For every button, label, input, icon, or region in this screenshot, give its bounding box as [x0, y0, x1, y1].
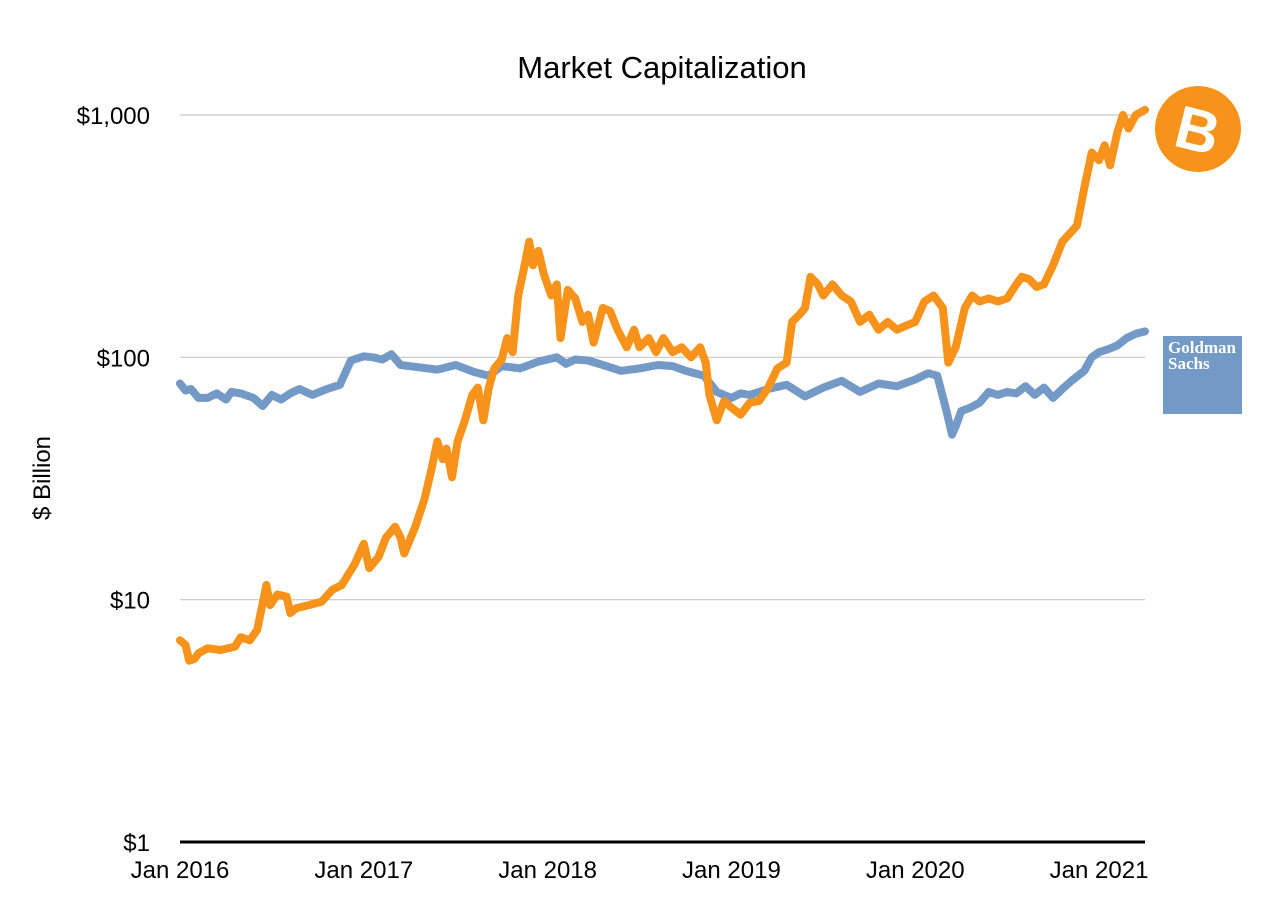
- y-tick-labels: $1,000 $100 $10 $1: [77, 103, 150, 857]
- y-tick-label: $1,000: [77, 103, 150, 130]
- x-tick-label: Jan 2019: [682, 857, 781, 884]
- series-lines: [176, 105, 1149, 665]
- goldman-sachs-line-1: Goldman: [1168, 338, 1237, 357]
- chart-title: Market Capitalization: [517, 50, 806, 85]
- y-tick-label: $100: [97, 345, 150, 372]
- goldman-sachs-box: [1163, 336, 1242, 414]
- x-tick-label: Jan 2020: [866, 857, 965, 884]
- bitcoin-logo: B: [1155, 86, 1241, 172]
- bitcoin-circle: [1155, 86, 1241, 172]
- gridlines: [180, 114, 1145, 601]
- y-axis-label: $ Billion: [29, 436, 56, 520]
- bitcoin-series-line: [176, 105, 1149, 665]
- y-tick-label: $10: [110, 588, 150, 615]
- x-tick-label: Jan 2017: [314, 857, 413, 884]
- goldman-sachs-line-2: Sachs: [1168, 354, 1210, 373]
- x-tick-label: Jan 2016: [131, 857, 230, 884]
- x-tick-label: Jan 2021: [1050, 857, 1149, 884]
- goldman-sachs-series-line: [176, 327, 1149, 439]
- x-tick-label: Jan 2018: [498, 857, 597, 884]
- x-tick-labels: Jan 2016 Jan 2017 Jan 2018 Jan 2019 Jan 2020…: [131, 857, 1149, 884]
- goldman-sachs-logo: Goldman Sachs: [1163, 336, 1242, 414]
- y-tick-label: $1: [123, 830, 150, 857]
